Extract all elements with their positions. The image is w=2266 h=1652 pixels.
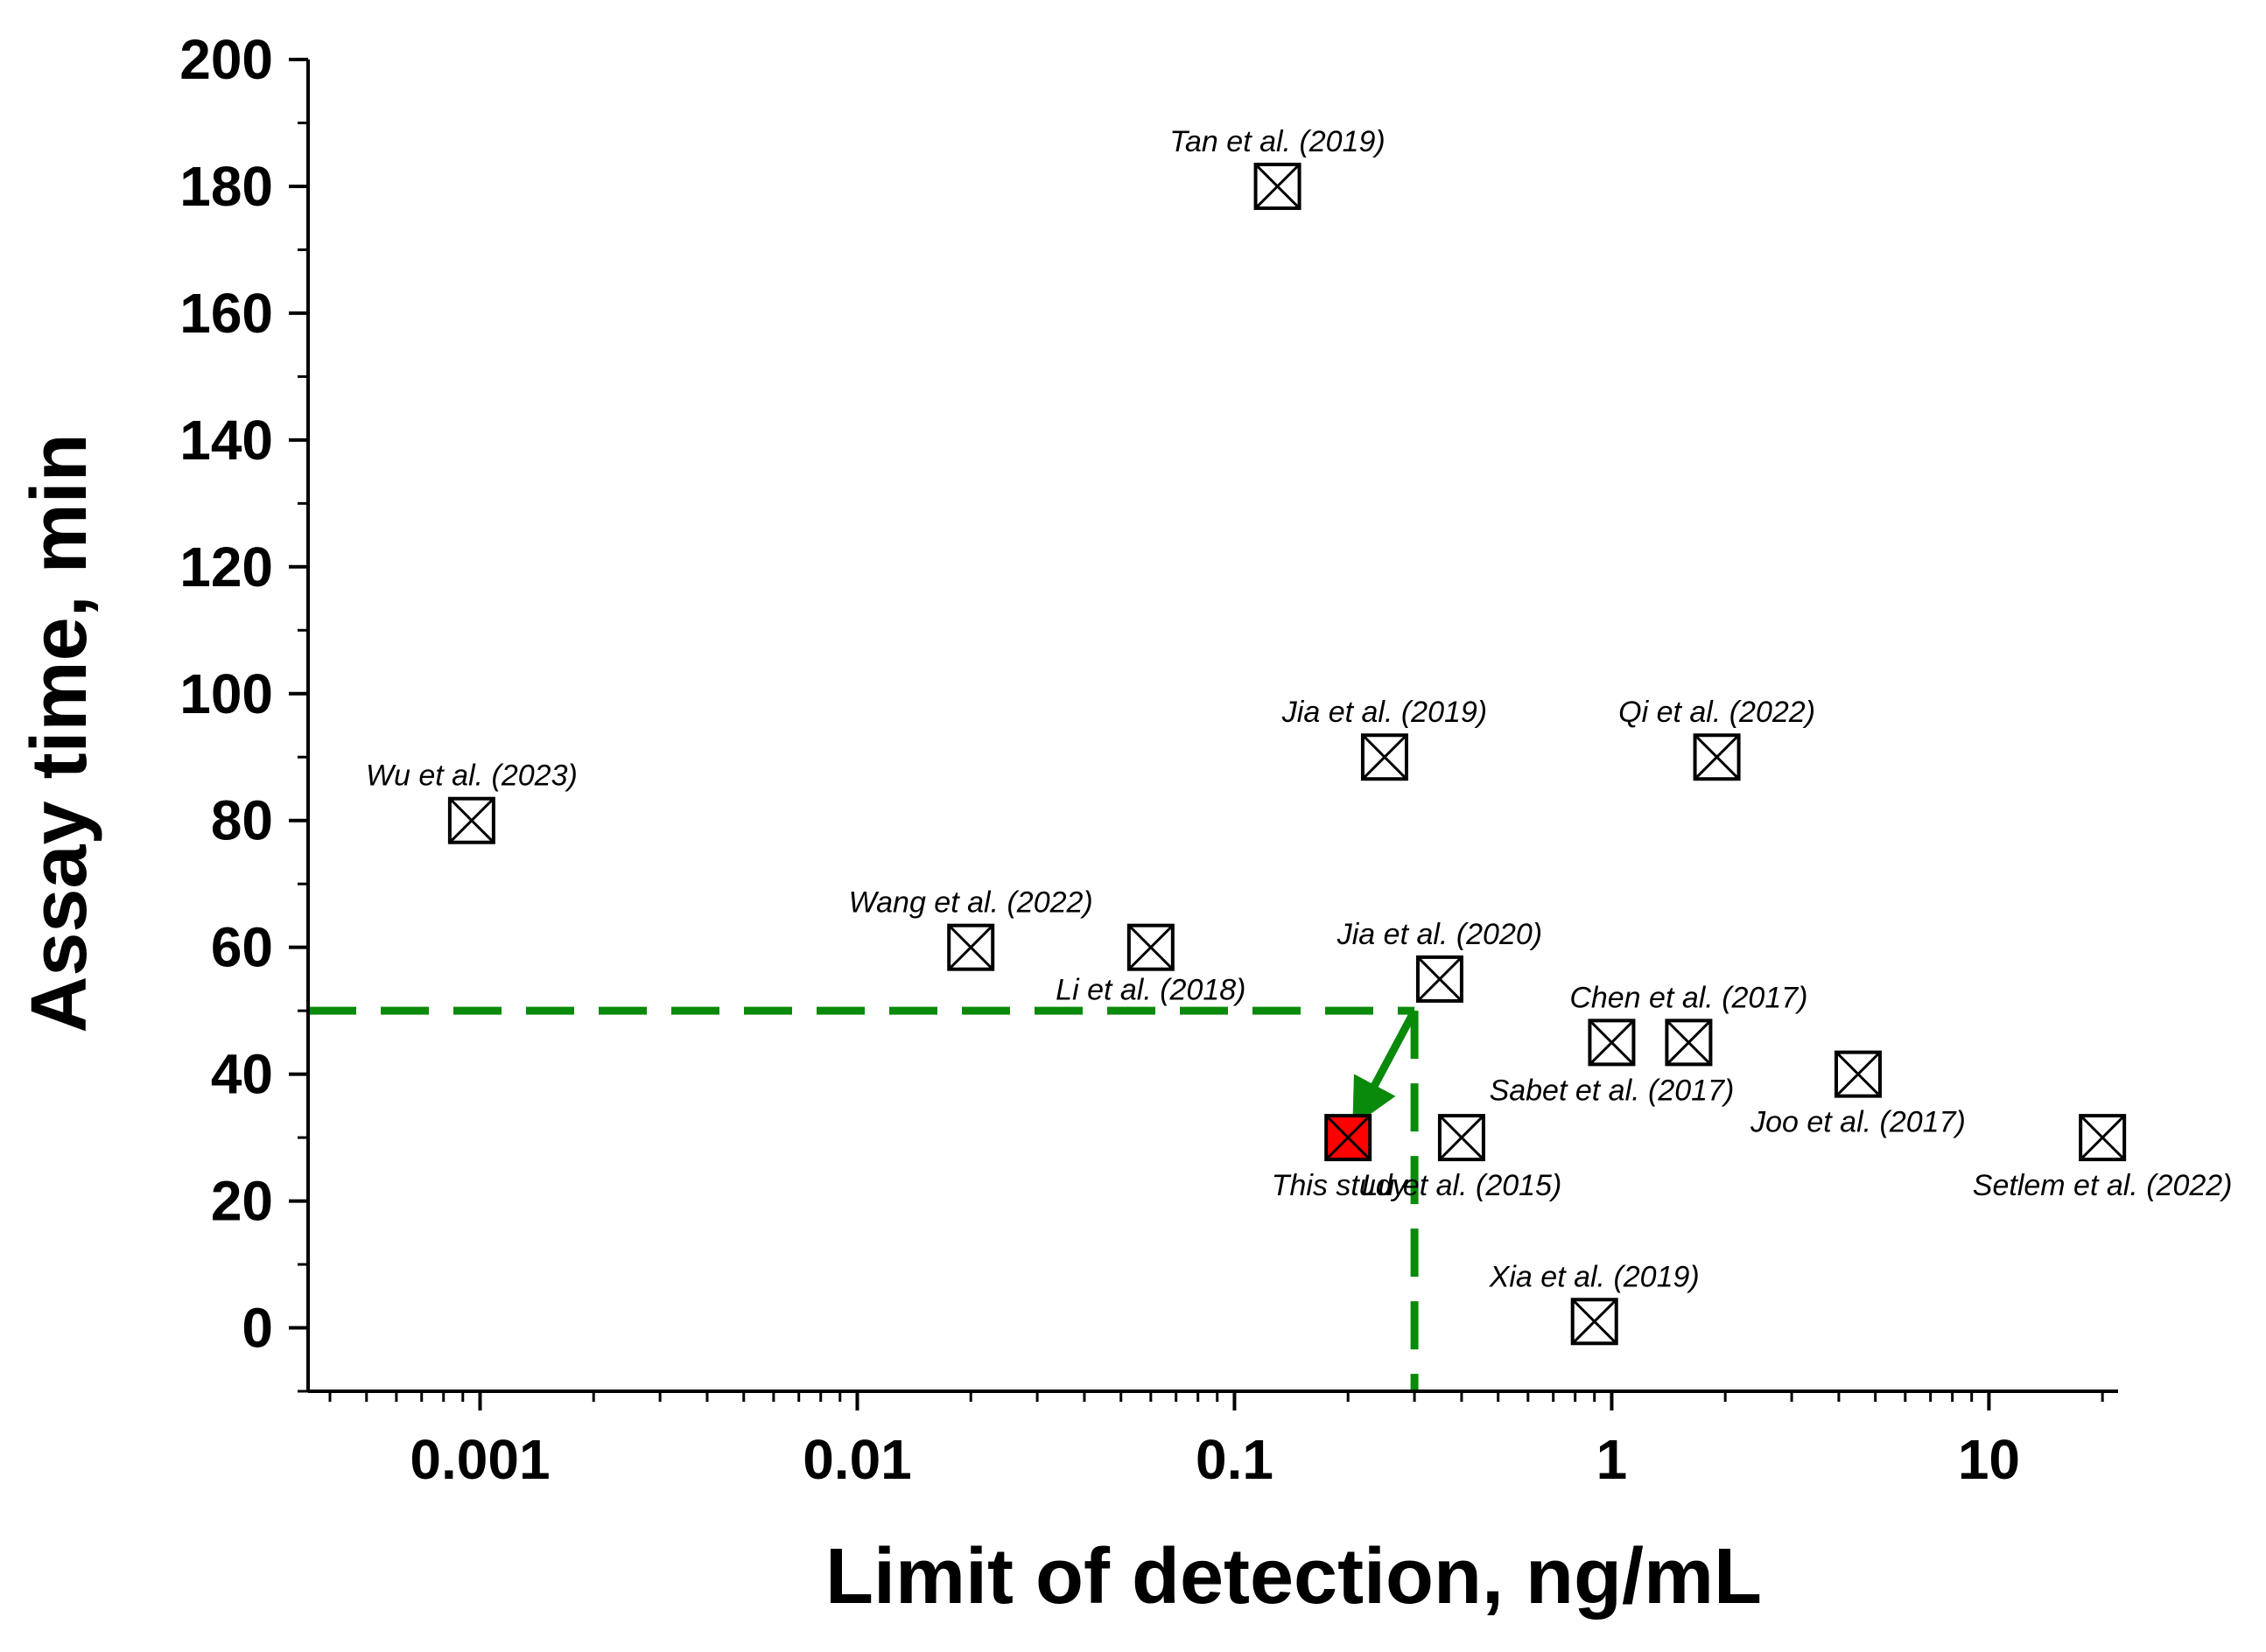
x-axis-title: Limit of detection, ng/mL — [825, 1533, 1762, 1620]
marker-cross — [1438, 1115, 1484, 1161]
arrow-to-this-study — [1352, 1009, 1419, 1127]
marker-cross — [1127, 924, 1174, 970]
point-label: Li et al. (2018) — [1056, 974, 1245, 1007]
y-tick-label: 40 — [211, 1043, 273, 1106]
point-label: Setlem et al. (2022) — [1973, 1169, 2233, 1202]
point-label: Wang et al. (2022) — [849, 886, 1093, 920]
point-label: Tan et al. (2019) — [1169, 125, 1385, 158]
x-tick-label: 10 — [1958, 1428, 2020, 1491]
marker-cross — [448, 797, 495, 844]
marker-cross — [1361, 734, 1408, 780]
data-point: Tan et al. (2019) — [1169, 125, 1386, 210]
data-point: Jia et al. (2019) — [1281, 696, 1487, 781]
point-label: Sabet et al. (2017) — [1490, 1074, 1735, 1107]
x-tick-label: 0.1 — [1196, 1428, 1273, 1491]
marker-cross — [1571, 1298, 1617, 1345]
y-tick-label: 80 — [211, 789, 273, 852]
y-tick-label: 160 — [179, 282, 273, 345]
marker-cross — [1254, 163, 1301, 210]
data-point: Li et al. (2018) — [1056, 923, 1246, 1007]
guide-layer — [308, 1006, 1419, 1391]
marker-cross — [948, 924, 994, 970]
data-point: Setlem et al. (2022) — [1973, 1114, 2233, 1202]
y-tick-label: 140 — [179, 409, 273, 472]
marker-cross — [1416, 956, 1463, 1002]
marker-cross — [2080, 1115, 2126, 1161]
point-label: This study — [1272, 1169, 1409, 1202]
data-point: Jia et al. (2020) — [1336, 918, 1542, 1003]
point-label: Qi et al. (2022) — [1618, 696, 1815, 729]
point-label: Chen et al. (2017) — [1569, 981, 1807, 1014]
axes: 0 20 40 60 80 100 120 140 160 180 200 0.001 0.01 0.1 1… — [179, 28, 2118, 1491]
data-point: This study — [1272, 1114, 1409, 1202]
y-tick-label: 60 — [211, 916, 273, 979]
x-tick-label: 0.01 — [803, 1428, 912, 1491]
x-tick-label: 0.001 — [410, 1428, 550, 1491]
point-label: Lu et al. (2015) — [1362, 1169, 1562, 1202]
y-tick-label: 100 — [179, 662, 273, 725]
point-label: Jia et al. (2020) — [1336, 918, 1542, 951]
data-point: Xia et al. (2019) — [1489, 1260, 1700, 1346]
y-tick-label: 0 — [242, 1297, 273, 1360]
points-layer: Wu et al. (2023) Wang et al. (2022) Li et … — [366, 125, 2233, 1346]
data-point: Wu et al. (2023) — [366, 760, 578, 844]
y-axis-title: Assay time, min — [16, 433, 103, 1032]
y-tick-label: 200 — [179, 28, 273, 91]
point-label: Wu et al. (2023) — [366, 760, 578, 793]
marker-cross — [1694, 734, 1740, 780]
y-tick-label: 120 — [179, 536, 273, 598]
data-point: Sabet et al. (2017) — [1490, 1018, 1735, 1107]
data-point: Chen et al. (2017) — [1569, 981, 1807, 1067]
data-point: Lu et al. (2015) — [1362, 1114, 1562, 1202]
point-label: Jia et al. (2019) — [1281, 696, 1487, 729]
point-label: Joo et al. (2017) — [1750, 1106, 1966, 1139]
data-point: Joo et al. (2017) — [1750, 1050, 1966, 1139]
data-point: Wang et al. (2022) — [849, 886, 1093, 971]
marker-cross — [1666, 1019, 1712, 1066]
x-tick-label: 1 — [1596, 1428, 1628, 1491]
y-tick-label: 20 — [211, 1170, 273, 1233]
point-label: Xia et al. (2019) — [1489, 1260, 1700, 1293]
marker-cross — [1325, 1115, 1372, 1161]
marker-cross — [1589, 1019, 1635, 1066]
marker-cross — [1835, 1051, 1882, 1097]
y-tick-label: 180 — [179, 155, 273, 218]
data-point: Qi et al. (2022) — [1618, 696, 1815, 781]
